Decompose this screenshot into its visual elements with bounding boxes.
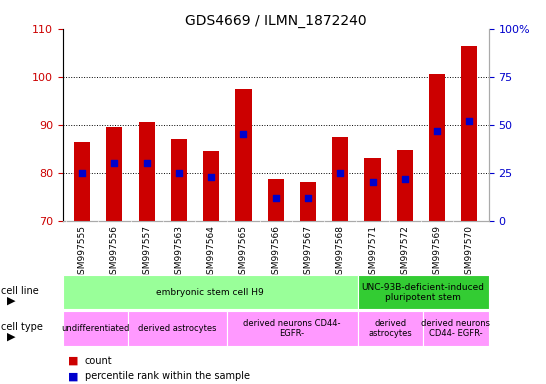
Text: GSM997570: GSM997570 (465, 225, 474, 280)
Text: GSM997568: GSM997568 (336, 225, 345, 280)
Text: GSM997566: GSM997566 (271, 225, 280, 280)
Title: GDS4669 / ILMN_1872240: GDS4669 / ILMN_1872240 (185, 14, 366, 28)
Text: count: count (85, 356, 112, 366)
Point (78, 170, 86, 176)
Text: cell line: cell line (1, 286, 39, 296)
Bar (74, 142, 90, 221)
Point (336, 170, 345, 176)
Point (239, 131, 248, 137)
Point (465, 118, 474, 124)
Bar (365, 158, 381, 221)
Text: GSM997556: GSM997556 (110, 225, 119, 280)
Text: derived astrocytes: derived astrocytes (138, 324, 217, 333)
Bar (268, 179, 284, 221)
Point (271, 195, 280, 201)
Bar (423, 311, 489, 346)
Bar (235, 89, 252, 221)
Point (304, 195, 312, 201)
Text: derived neurons
CD44- EGFR-: derived neurons CD44- EGFR- (422, 319, 490, 338)
Bar (461, 46, 477, 221)
Bar (300, 182, 316, 221)
Bar (139, 122, 155, 221)
Text: cell type: cell type (1, 321, 43, 332)
Point (400, 175, 409, 182)
Text: ▶: ▶ (7, 296, 15, 306)
Bar (358, 311, 423, 346)
Point (175, 170, 183, 176)
Text: GSM997565: GSM997565 (239, 225, 248, 280)
Point (110, 160, 119, 166)
Bar (358, 275, 489, 309)
Text: GSM997567: GSM997567 (304, 225, 312, 280)
Text: undifferentiated: undifferentiated (61, 324, 130, 333)
Point (432, 127, 441, 134)
Text: ■: ■ (68, 371, 79, 381)
Text: ■: ■ (68, 356, 79, 366)
Point (207, 174, 216, 180)
Bar (106, 127, 122, 221)
Text: GSM997571: GSM997571 (368, 225, 377, 280)
Bar (171, 139, 187, 221)
Bar (203, 151, 219, 221)
Text: GSM997563: GSM997563 (174, 225, 183, 280)
Bar (63, 311, 128, 346)
Point (143, 160, 151, 166)
Text: UNC-93B-deficient-induced
pluripotent stem: UNC-93B-deficient-induced pluripotent st… (361, 283, 485, 302)
Text: embryonic stem cell H9: embryonic stem cell H9 (156, 288, 264, 297)
Bar (429, 74, 445, 221)
Text: GSM997569: GSM997569 (432, 225, 442, 280)
Text: GSM997572: GSM997572 (400, 225, 410, 280)
Point (368, 179, 377, 185)
Text: derived neurons CD44-
EGFR-: derived neurons CD44- EGFR- (244, 319, 341, 338)
Text: GSM997555: GSM997555 (78, 225, 87, 280)
Bar (128, 311, 227, 346)
Bar (227, 311, 358, 346)
Text: ▶: ▶ (7, 332, 15, 342)
Bar (397, 150, 413, 221)
Bar (332, 137, 348, 221)
Bar (63, 275, 358, 309)
Text: percentile rank within the sample: percentile rank within the sample (85, 371, 250, 381)
Text: derived
astrocytes: derived astrocytes (369, 319, 412, 338)
Text: GSM997564: GSM997564 (207, 225, 216, 280)
Text: GSM997557: GSM997557 (142, 225, 151, 280)
